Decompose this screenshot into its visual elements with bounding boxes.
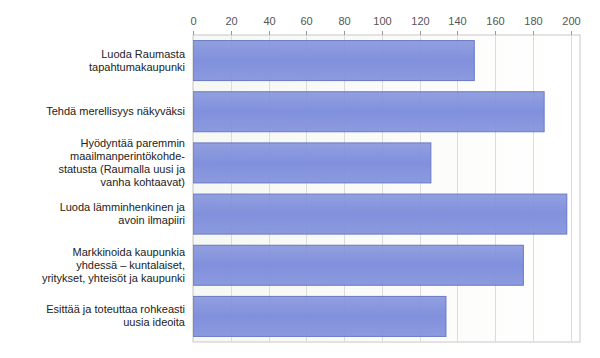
tick-mark (382, 31, 383, 35)
bar (193, 296, 446, 336)
tick-mark (269, 31, 270, 35)
category-label: Markkinoida kaupunkia yhdessä – kuntalai… (35, 246, 185, 285)
chart: 0 20 40 60 80 100 120 140 160 180 200 Luoda Raumast… (0, 0, 600, 358)
tick-label: 140 (448, 15, 466, 27)
tick-label: 0 (190, 15, 196, 27)
tick-mark (344, 31, 345, 35)
tick-label: 100 (373, 15, 391, 27)
tick-label: 60 (300, 15, 312, 27)
bar (193, 245, 523, 285)
tick-mark (420, 31, 421, 35)
tick-label: 20 (225, 15, 237, 27)
plot-frame (193, 35, 580, 342)
grid-line (533, 35, 534, 342)
category-label: Luoda lämminhenkinen ja avoin ilmapiiri (35, 201, 185, 227)
category-label: Tehdä merellisyys näkyväksi (35, 105, 185, 118)
tick-label: 120 (411, 15, 429, 27)
tick-mark (571, 31, 572, 35)
grid-line (495, 35, 496, 342)
grid-line (571, 35, 572, 342)
tick-mark (306, 31, 307, 35)
category-label: Hyödyntää paremmin maailmanperintökohde-… (35, 137, 185, 189)
bars (193, 41, 567, 337)
bar (193, 92, 544, 132)
tick-mark (193, 31, 194, 35)
tick-label: 160 (486, 15, 504, 27)
tick-label: 40 (263, 15, 275, 27)
bar (193, 41, 474, 81)
category-label: Luoda Raumasta tapahtumakaupunki (35, 48, 185, 74)
tick-mark (231, 31, 232, 35)
tick-label: 180 (524, 15, 542, 27)
bar (193, 143, 431, 183)
tick-mark (457, 31, 458, 35)
tick-mark (533, 31, 534, 35)
tick-mark (495, 31, 496, 35)
tick-label: 80 (338, 15, 350, 27)
tick-label: 200 (562, 15, 580, 27)
category-label: Esittää ja toteuttaa rohkeasti uusia ide… (35, 303, 185, 329)
bar (193, 194, 567, 234)
